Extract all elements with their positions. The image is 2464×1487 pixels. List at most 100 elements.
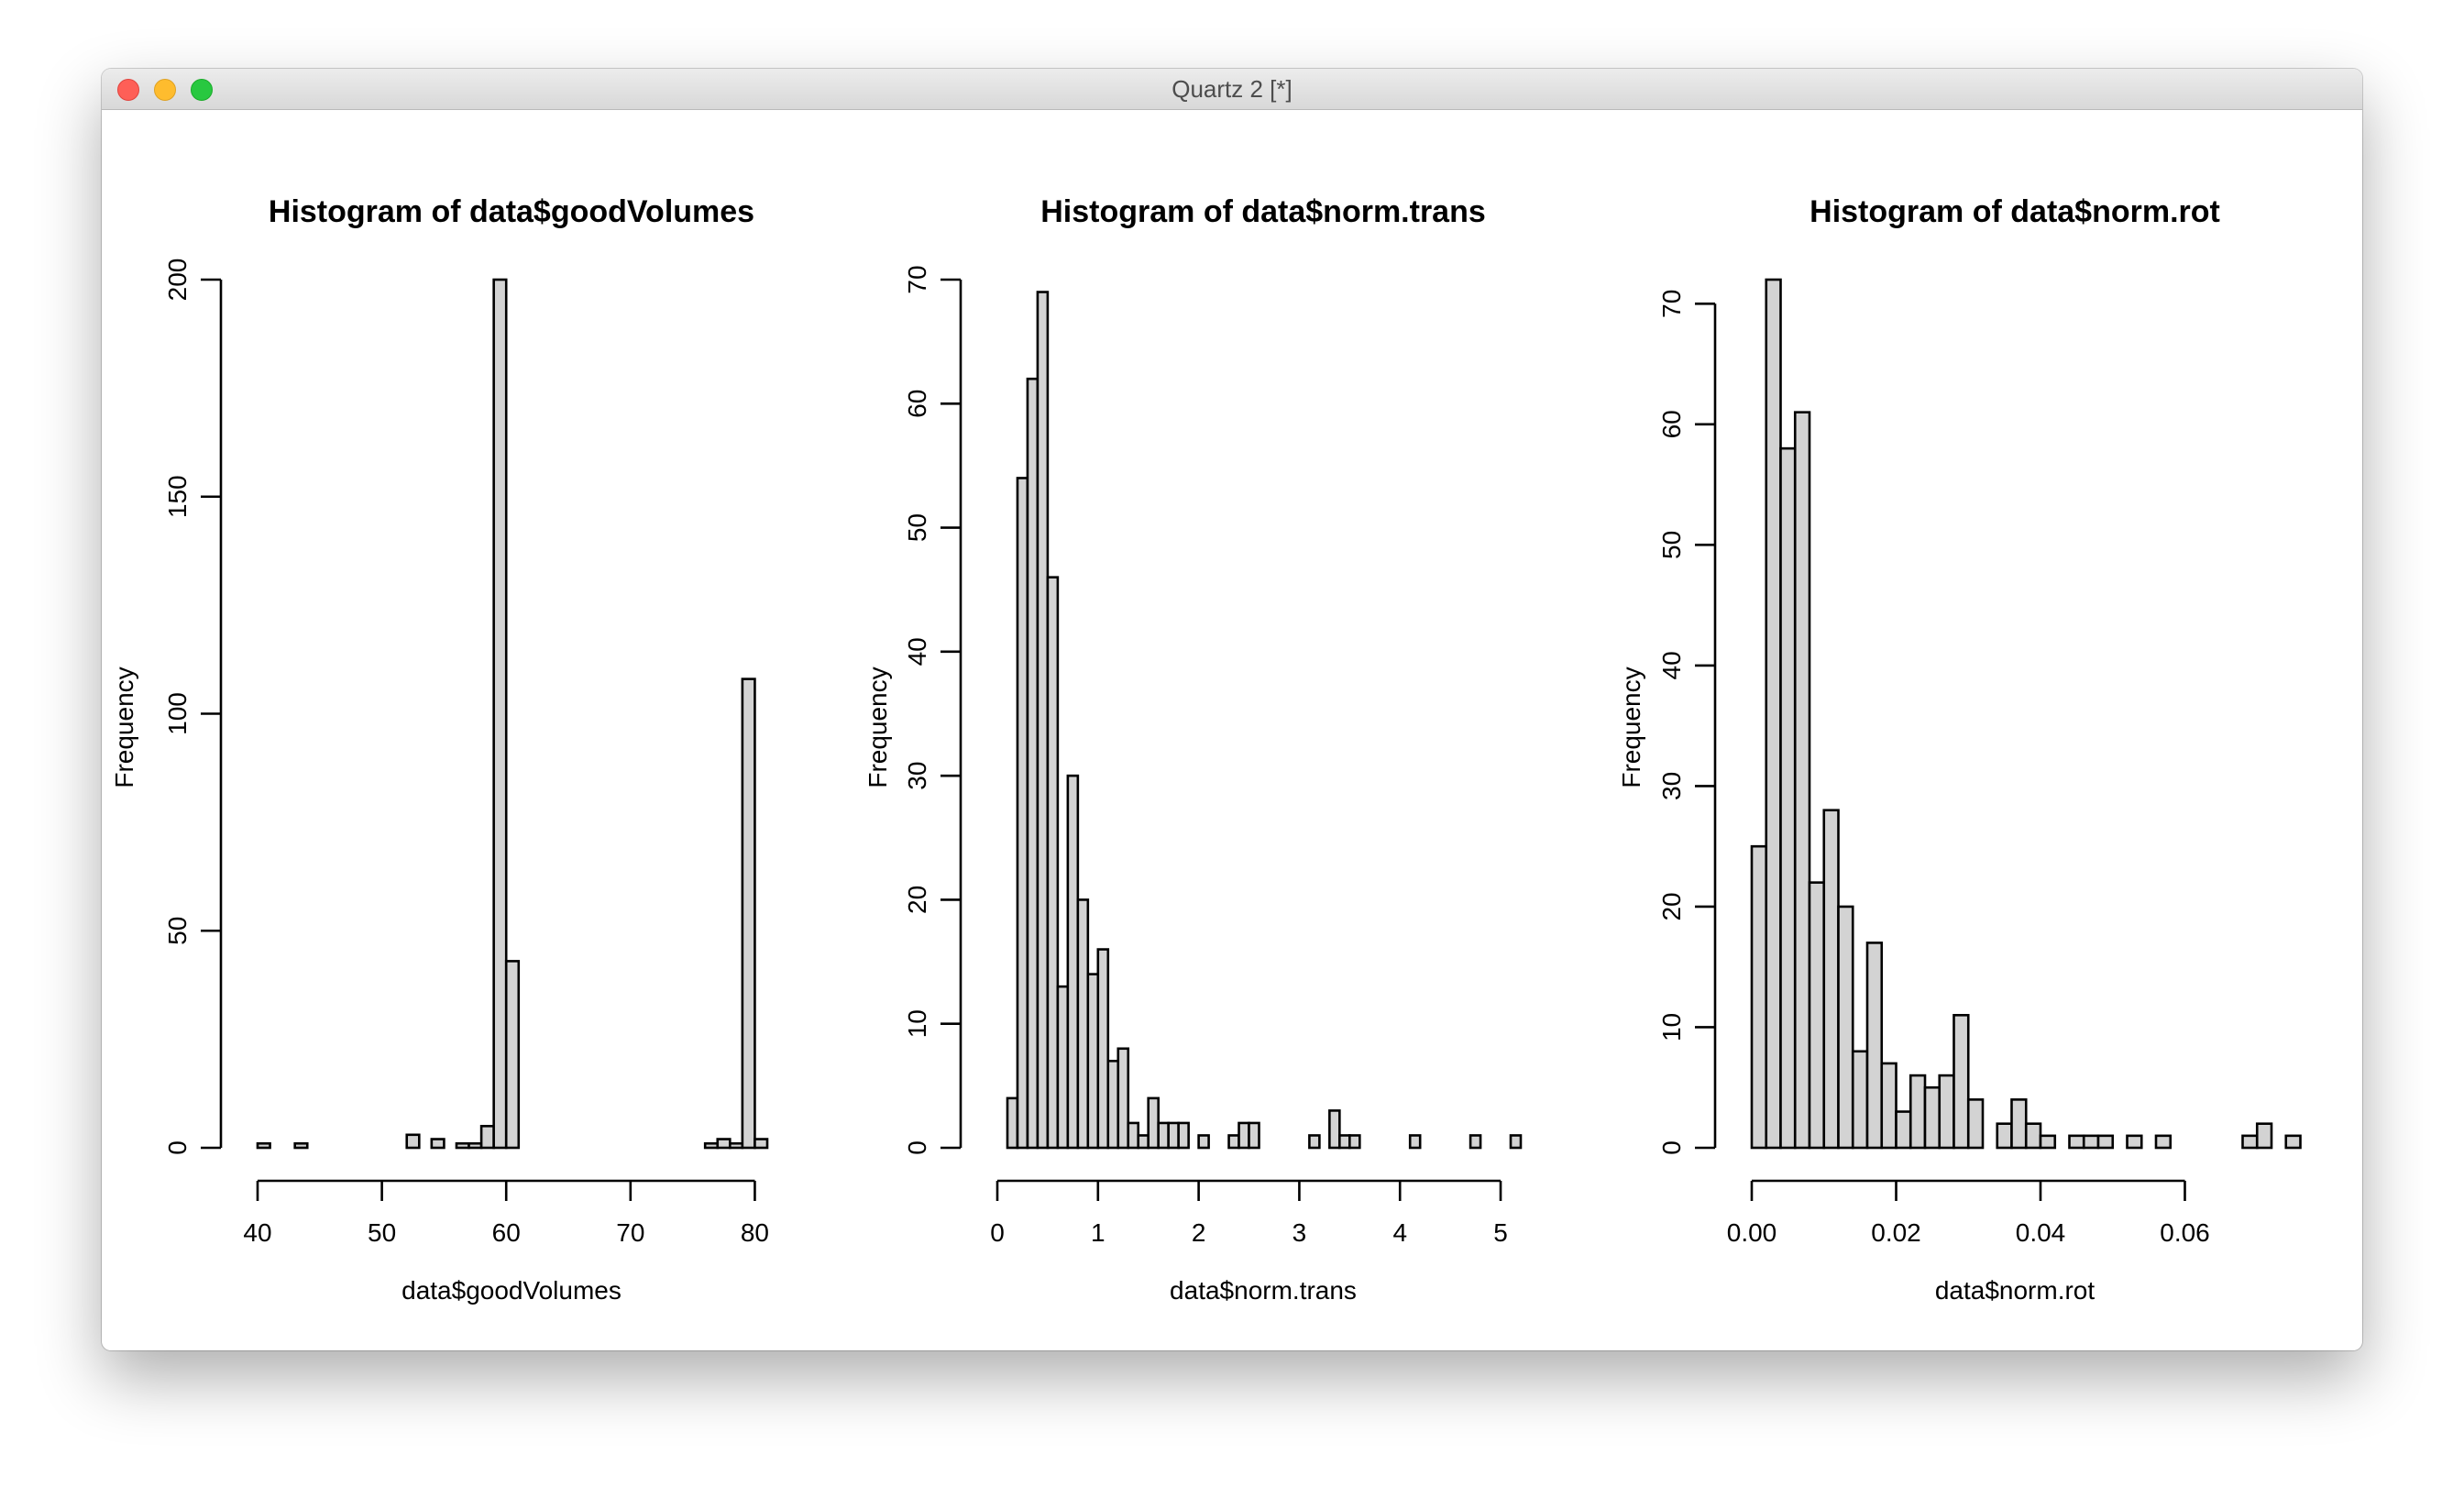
histogram-bar: [1167, 1121, 1180, 1150]
histogram-bar: [455, 1141, 470, 1150]
x-axis-label: data$norm.rot: [1935, 1276, 2096, 1305]
histogram-bar: [741, 677, 756, 1150]
histogram-bar: [1006, 1096, 1019, 1150]
x-tick-label: 40: [243, 1218, 271, 1247]
histogram-bar: [1308, 1134, 1321, 1150]
y-axis-label: Frequency: [110, 666, 138, 788]
y-tick-label: 40: [1657, 651, 1686, 679]
x-tick-label: 2: [1192, 1218, 1206, 1247]
x-tick-label: 60: [492, 1218, 521, 1247]
chart-title: Histogram of data$goodVolumes: [269, 194, 754, 229]
close-button[interactable]: [117, 79, 139, 101]
x-axis-label: data$goodVolumes: [402, 1276, 622, 1305]
histogram-bar: [1036, 291, 1050, 1150]
y-tick-label: 20: [1657, 892, 1686, 920]
histogram-bar: [1096, 948, 1110, 1150]
zoom-button[interactable]: [191, 79, 213, 101]
histogram-bar: [1851, 1050, 1869, 1150]
histogram-plots: Histogram of data$goodVolumes05010015020…: [110, 194, 2302, 1305]
y-tick-label: 20: [903, 886, 931, 914]
histogram-bar: [2068, 1134, 2085, 1150]
histogram-bar: [1238, 1121, 1250, 1150]
y-tick-label: 50: [163, 917, 192, 945]
histogram-bar: [1996, 1122, 2013, 1150]
histogram-bar: [1046, 576, 1060, 1150]
y-tick-label: 50: [1657, 531, 1686, 559]
y-axis-label: Frequency: [864, 666, 892, 788]
x-tick-label: 5: [1493, 1218, 1508, 1247]
histogram-bar: [492, 278, 508, 1150]
histogram-bar: [1197, 1134, 1210, 1150]
histogram-bar: [1127, 1121, 1140, 1150]
histogram-bar: [1822, 809, 1840, 1150]
window-title: Quartz 2 [*]: [1172, 75, 1292, 103]
x-tick-label: 4: [1392, 1218, 1407, 1247]
histogram-bar: [1923, 1085, 1942, 1150]
x-tick-label: 80: [741, 1218, 769, 1247]
histogram-bar: [729, 1141, 744, 1150]
histogram-bar: [1865, 942, 1884, 1150]
histogram-bar: [1137, 1134, 1150, 1150]
histogram-bar: [256, 1141, 271, 1150]
histogram-bar: [1248, 1121, 1260, 1150]
histogram-bar: [504, 960, 521, 1150]
x-tick-label: 1: [1091, 1218, 1106, 1247]
y-tick-label: 10: [1657, 1013, 1686, 1041]
minimize-button[interactable]: [154, 79, 176, 101]
histogram-bar: [479, 1125, 495, 1150]
histogram-bar: [430, 1138, 446, 1150]
histogram-bar: [1765, 278, 1782, 1150]
histogram-bar: [2039, 1134, 2057, 1150]
histogram-bar: [1157, 1121, 1170, 1150]
y-tick-label: 100: [163, 692, 192, 735]
x-tick-label: 70: [616, 1218, 644, 1247]
y-tick-label: 70: [1657, 290, 1686, 318]
histogram-bar: [468, 1141, 483, 1150]
histogram-bar: [405, 1133, 421, 1150]
y-tick-label: 200: [163, 259, 192, 302]
plot-area: Histogram of data$goodVolumes 0 50 100 150 20…: [102, 110, 2362, 1350]
y-tick-label: 70: [903, 265, 931, 293]
histogram-bar: [1016, 477, 1029, 1150]
histogram-bar: [1509, 1134, 1523, 1150]
y-tick-label: 40: [903, 637, 931, 666]
histogram-bar: [1468, 1134, 1482, 1150]
y-axis-label: Frequency: [1617, 666, 1645, 788]
x-axis-label: data$norm.trans: [1170, 1276, 1357, 1305]
histogram-bar: [1056, 985, 1070, 1150]
histogram-bar: [1938, 1074, 1955, 1150]
histogram-bar: [2126, 1134, 2143, 1150]
y-tick-label: 150: [163, 475, 192, 518]
histogram-bar: [1076, 898, 1090, 1150]
x-tick-label: 50: [368, 1218, 396, 1247]
histogram-bar: [1952, 1014, 1970, 1150]
histogram-bar: [1793, 411, 1811, 1150]
title-bar[interactable]: Quartz 2 [*]: [102, 69, 2362, 110]
histogram-bar: [1750, 844, 1768, 1150]
histogram-bar: [2082, 1134, 2100, 1150]
histogram-bar: [1966, 1098, 1985, 1150]
histogram-panel-2: Histogram of data$norm.trans010203040506…: [864, 194, 1523, 1305]
histogram-bar: [703, 1141, 720, 1150]
histogram-bar: [1338, 1134, 1351, 1150]
histogram-bar: [1177, 1121, 1190, 1150]
histogram-bar: [1779, 446, 1797, 1150]
histogram-bar: [1116, 1047, 1130, 1150]
histogram-bar: [2241, 1134, 2259, 1150]
histogram-panel-3: Histogram of data$norm.rot 0 10 20 30 40 50 60 7…: [1617, 194, 2302, 1305]
histogram-bar: [2024, 1122, 2042, 1150]
y-tick-label: 10: [903, 1009, 931, 1038]
histogram-bar: [1066, 774, 1080, 1150]
y-tick-label: 30: [1657, 772, 1686, 800]
histogram-bar: [2154, 1134, 2172, 1150]
histogram-bar: [1227, 1134, 1240, 1150]
x-tick-label: 0.00: [1727, 1218, 1777, 1247]
histogram-bar: [1328, 1109, 1341, 1150]
y-tick-label: 60: [1657, 410, 1686, 438]
y-tick-label: 50: [903, 513, 931, 542]
histogram-bar: [2096, 1134, 2115, 1150]
histogram-bar: [754, 1138, 769, 1150]
x-tick-label: 0.02: [1871, 1218, 1921, 1247]
histogram-bar: [1348, 1134, 1361, 1150]
histogram-bar: [1408, 1134, 1422, 1150]
